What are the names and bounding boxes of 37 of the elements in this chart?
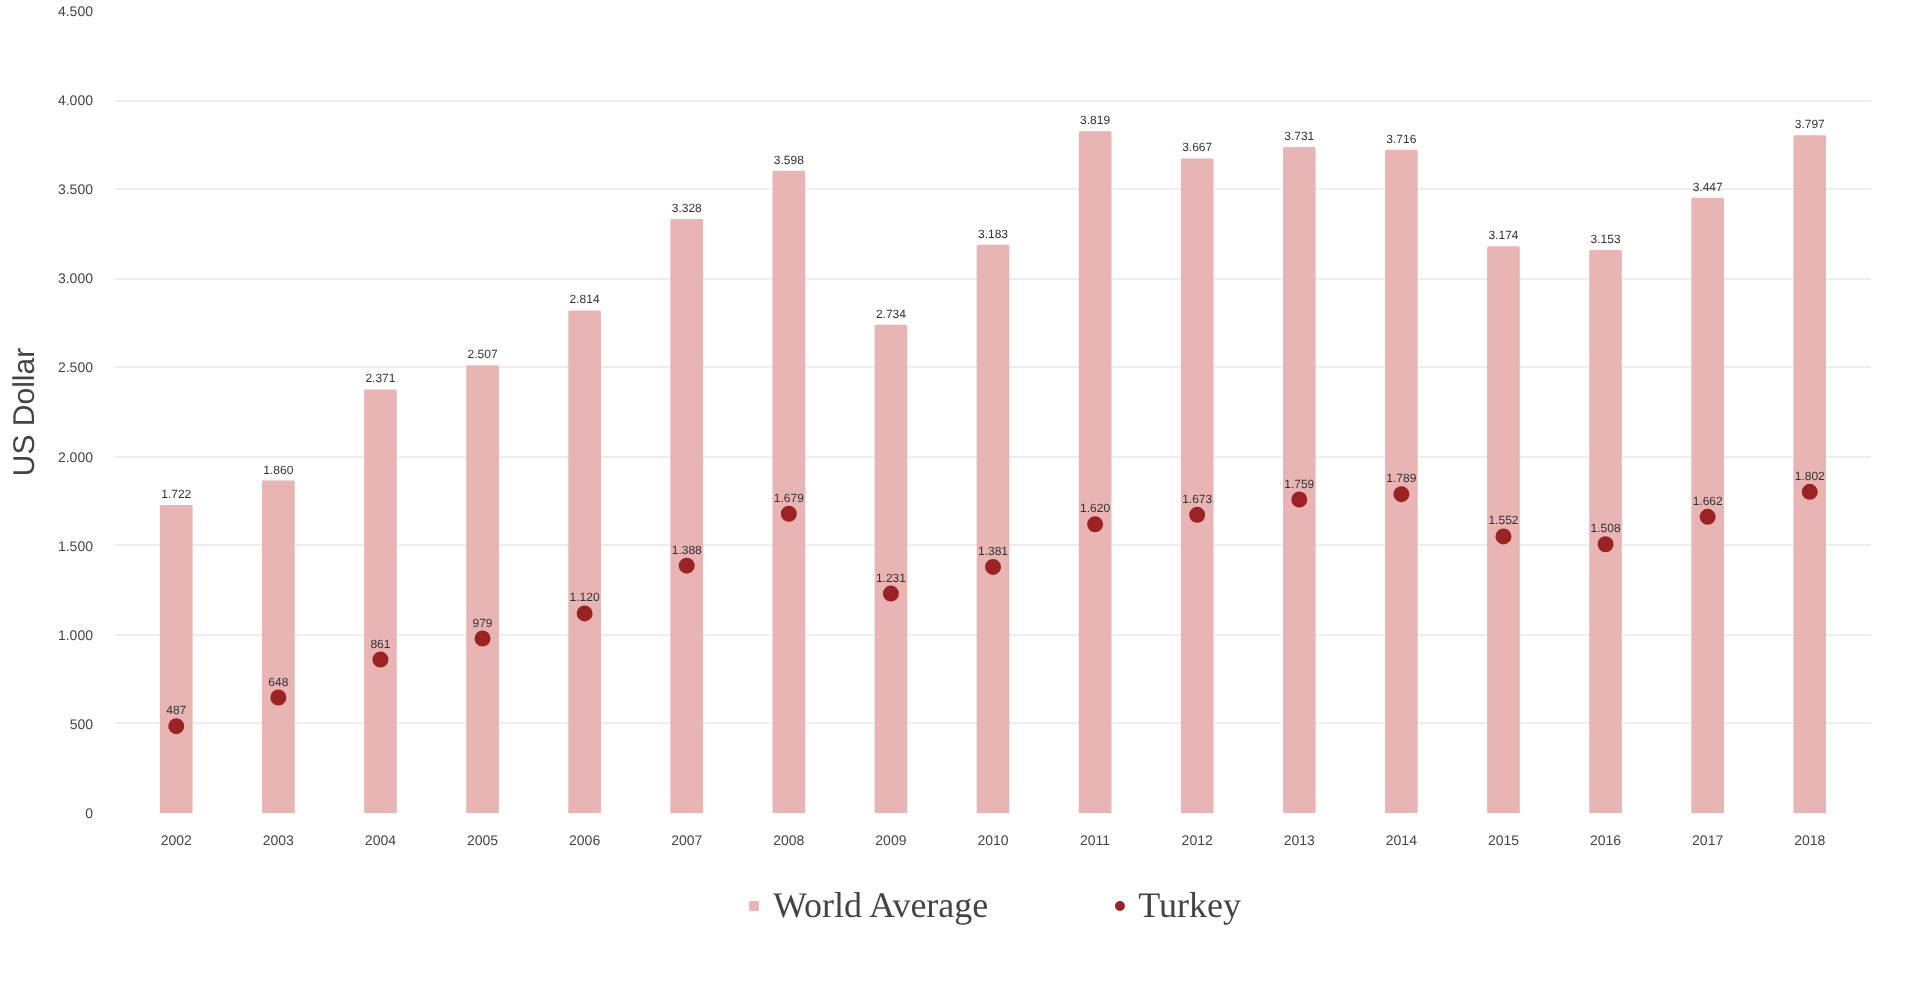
point bbox=[882, 585, 899, 602]
bar bbox=[1487, 246, 1520, 813]
bar bbox=[1793, 135, 1827, 813]
bar bbox=[1589, 250, 1622, 813]
bar bbox=[772, 170, 806, 813]
bar bbox=[874, 324, 908, 813]
bar bbox=[1282, 147, 1316, 813]
bar bbox=[1180, 158, 1214, 813]
point bbox=[1291, 491, 1308, 508]
point bbox=[372, 651, 389, 668]
bar bbox=[1691, 197, 1724, 813]
bar bbox=[1385, 149, 1418, 813]
point bbox=[985, 558, 1001, 575]
legend-label: World Average bbox=[772, 884, 989, 926]
bar bbox=[1078, 131, 1112, 813]
legend-label: Turkey bbox=[1138, 884, 1242, 926]
bar bbox=[568, 310, 601, 813]
point bbox=[1189, 506, 1206, 523]
point bbox=[474, 630, 491, 647]
point bbox=[1495, 528, 1512, 545]
bar bbox=[159, 505, 193, 813]
bar bbox=[262, 480, 295, 813]
bar bbox=[364, 389, 397, 813]
point bbox=[168, 718, 185, 735]
bar bbox=[976, 244, 1010, 813]
bar bbox=[466, 365, 499, 813]
y-axis-title: US Dollar bbox=[7, 347, 42, 477]
point bbox=[1801, 483, 1818, 500]
point bbox=[270, 689, 287, 706]
bar bbox=[670, 218, 704, 813]
point bbox=[1597, 536, 1614, 553]
point bbox=[576, 605, 593, 622]
point bbox=[1087, 516, 1104, 533]
point bbox=[1393, 486, 1410, 503]
point bbox=[678, 557, 695, 574]
point bbox=[780, 505, 797, 522]
point bbox=[1699, 508, 1716, 525]
